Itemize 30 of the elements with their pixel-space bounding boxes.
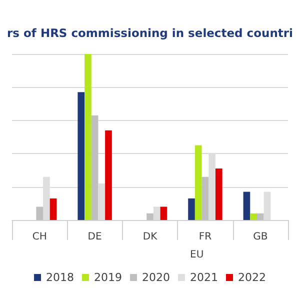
bar (146, 213, 154, 220)
text: EU (190, 250, 204, 260)
bar (256, 213, 264, 220)
bar (215, 168, 222, 220)
bar (243, 192, 250, 220)
bar (84, 54, 92, 220)
bar (202, 176, 209, 220)
bar (250, 213, 257, 220)
bar (98, 183, 106, 220)
legend-label: 2018 (46, 271, 74, 284)
bar (78, 92, 85, 220)
x-tick-label: DK (142, 232, 158, 242)
chart-title: rs of HRS commissioning in selected countri (7, 26, 293, 40)
bar (194, 145, 202, 220)
x-tick-label: DE (88, 232, 102, 242)
bar (153, 206, 160, 220)
x-tick-label: FR (198, 232, 212, 242)
bar (188, 198, 195, 220)
x-tick-label: CH (32, 232, 47, 242)
legend-label: 2019 (94, 271, 122, 284)
bar (264, 192, 271, 220)
x-tick-label: GB (253, 232, 268, 242)
legend-label: 2022 (238, 271, 266, 284)
legend-label: 2020 (142, 271, 170, 284)
bar (160, 206, 168, 220)
bar (36, 206, 44, 220)
bar (50, 198, 57, 220)
legend-label: 2021 (190, 271, 218, 284)
bar (91, 115, 98, 220)
bar (105, 130, 112, 220)
